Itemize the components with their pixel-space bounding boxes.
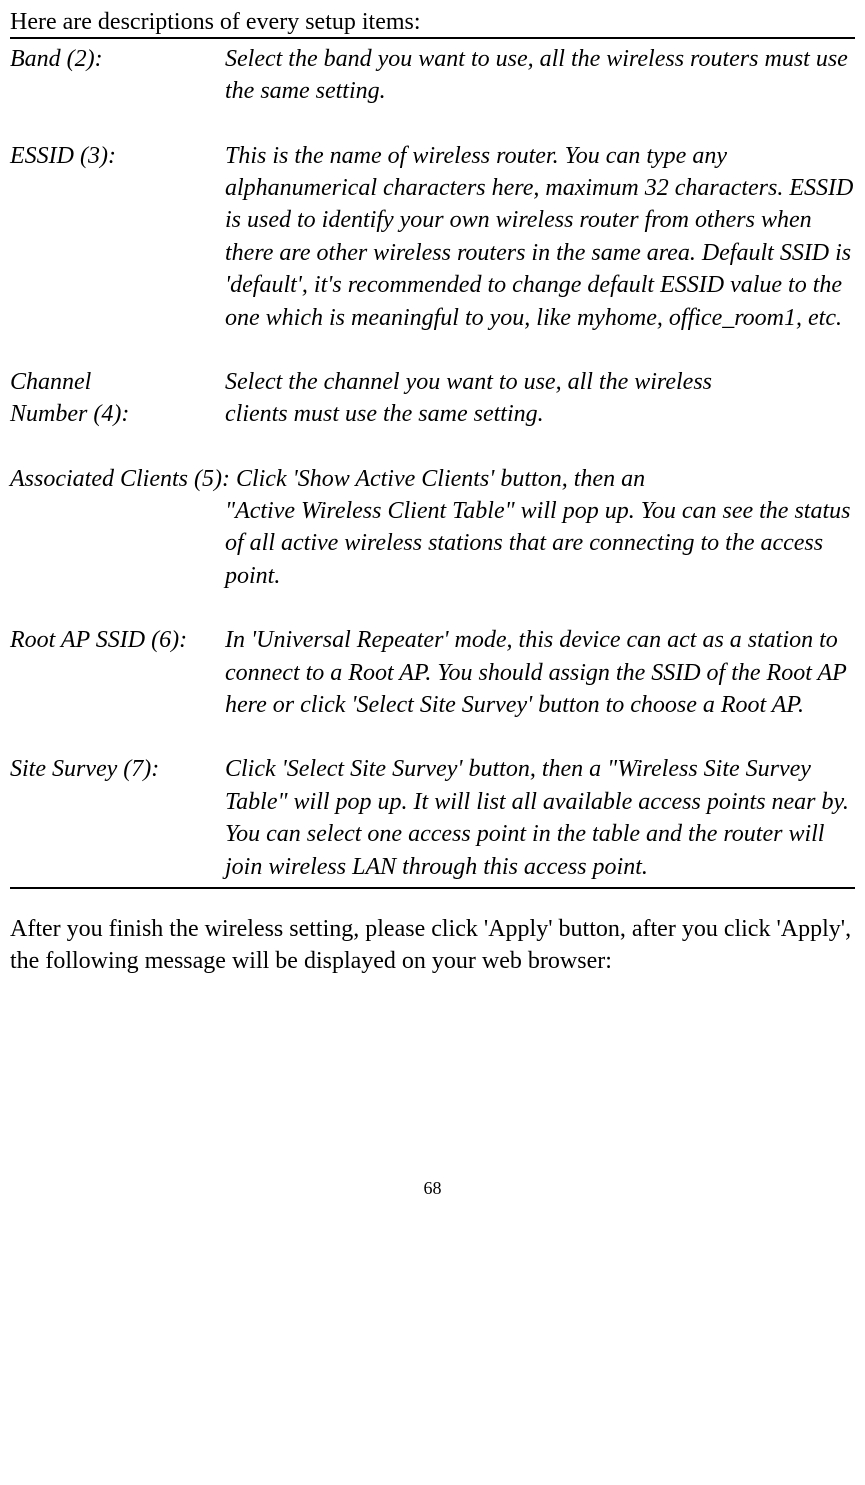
term-channel-line1: Channel <box>10 366 225 398</box>
intro-text: Here are descriptions of every setup ite… <box>10 8 855 37</box>
desc-band: Select the band you want to use, all the… <box>225 43 855 108</box>
definition-row-band: Band (2): Select the band you want to us… <box>10 43 855 108</box>
desc-survey: Click 'Select Site Survey' button, then … <box>225 753 855 883</box>
definition-row-survey: Site Survey (7): Click 'Select Site Surv… <box>10 753 855 883</box>
term-channel-line2: Number (4): <box>10 398 225 430</box>
definition-row-essid: ESSID (3): This is the name of wireless … <box>10 140 855 334</box>
definition-row-assoc-cont: "Active Wireless Client Table" will pop … <box>10 495 855 592</box>
definition-row-assoc-first: Associated Clients (5): Click 'Show Acti… <box>10 463 855 495</box>
term-essid: ESSID (3): <box>10 140 225 172</box>
desc-essid: This is the name of wireless router. You… <box>225 140 855 334</box>
desc-channel-line1: Select the channel you want to use, all … <box>225 366 855 398</box>
term-band: Band (2): <box>10 43 225 75</box>
definitions-table: Band (2): Select the band you want to us… <box>10 37 855 889</box>
desc-rootap: In 'Universal Repeater' mode, this devic… <box>225 624 855 721</box>
after-text: After you finish the wireless setting, p… <box>10 913 855 978</box>
definition-row-channel-line2: Number (4): clients must use the same se… <box>10 398 855 430</box>
page-number: 68 <box>10 1178 855 1199</box>
term-survey: Site Survey (7): <box>10 753 225 785</box>
definition-row-channel-line1: Channel Select the channel you want to u… <box>10 366 855 398</box>
desc-channel-line2: clients must use the same setting. <box>225 398 855 430</box>
definition-row-rootap: Root AP SSID (6): In 'Universal Repeater… <box>10 624 855 721</box>
term-rootap: Root AP SSID (6): <box>10 624 225 656</box>
